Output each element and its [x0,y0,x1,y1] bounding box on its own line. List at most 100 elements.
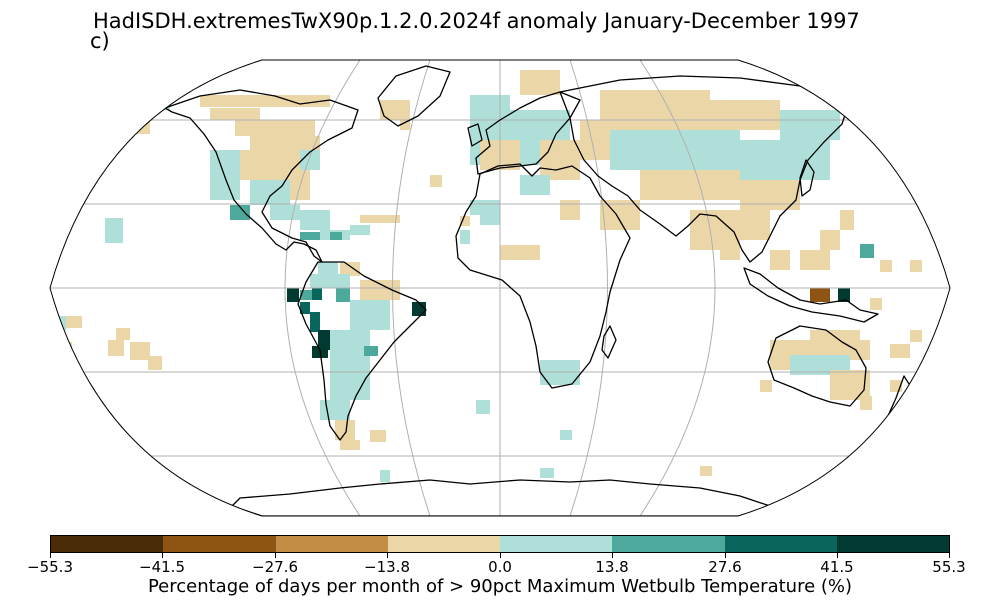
anomaly-cell [640,170,740,200]
anomaly-cell [700,466,712,476]
colorbar-tick [500,553,501,558]
anomaly-cell [740,140,830,180]
anomaly-cells [54,70,922,482]
anomaly-cell [880,260,892,272]
colorbar-tick-label: −55.3 [27,558,73,576]
colorbar-tick [387,553,388,558]
colorbar-bin-5 [500,536,613,552]
anomaly-cell [370,430,386,442]
colorbar-bin-8 [836,536,949,552]
colorbar-tick [837,553,838,558]
colorbar-tick-label: −27.6 [252,558,298,576]
japan-coast [799,159,815,197]
anomaly-cell [320,400,350,420]
anomaly-cell [760,380,772,392]
anomaly-cell [130,120,150,134]
anomaly-cell [780,110,840,140]
anomaly-cell [810,288,830,302]
anomaly-cell [108,340,124,356]
anomaly-cell [400,120,410,130]
anomaly-cell [830,370,870,400]
anomaly-cell [820,230,840,250]
colorbar-tick [275,553,276,558]
anomaly-cell [770,250,790,270]
anomaly-cell [240,150,270,180]
anomaly-cell [860,244,874,258]
anomaly-cell [335,420,355,440]
anomaly-cell [300,150,320,170]
anomaly-cell [235,120,315,136]
anomaly-cell [300,232,320,240]
anomaly-cell [210,108,260,120]
colorbar-tick-label: 55.3 [932,558,966,576]
madagascar-coast [601,325,617,359]
anomaly-cell [310,274,350,288]
anomaly-cell [300,290,314,300]
map-title: HadISDH.extremesTwX90p.1.2.0.2024f anoma… [93,9,860,33]
colorbar-bin-4 [387,536,500,552]
anomaly-cell [310,312,320,332]
anomaly-cell [600,90,710,130]
map-content [50,60,950,516]
panel-label: c) [90,29,110,53]
anomaly-cell [130,342,150,360]
australia-coast [767,325,867,407]
anomaly-cell [740,210,770,240]
anomaly-cell [350,300,390,330]
anomaly-cell [870,298,882,310]
anomaly-cell [840,210,854,230]
world-map [49,59,951,517]
anomaly-cell [610,130,740,170]
anomaly-cell [380,470,390,482]
map-boundary [49,59,951,517]
anomaly-cell [230,205,250,220]
anomaly-cell [910,260,922,272]
anomaly-cell [500,245,540,260]
colorbar [50,535,950,553]
europe-africa-coast [455,163,631,389]
anomaly-cell [520,70,560,95]
colorbar-label: Percentage of days per month of > 90pct … [147,576,853,597]
anomaly-cell [560,430,572,440]
anomaly-cell [460,216,470,226]
colorbar-tick [725,553,726,558]
colorbar-bin-6 [612,536,725,552]
antarctica-coast [231,479,771,516]
anomaly-cell [430,175,442,187]
anomaly-cell [105,218,123,243]
anomaly-cell [330,330,370,360]
europe-north-coast [475,91,581,175]
anomaly-cell [350,225,370,235]
colorbar-tick [612,553,613,558]
colorbar-bin-2 [163,536,276,552]
anomaly-cell [148,356,162,370]
colorbar-tick [949,553,950,558]
anomaly-cell [600,200,640,230]
anomaly-cell [890,344,910,358]
anomaly-cell [116,328,130,340]
anomaly-cell [210,150,240,200]
colorbar-tick-label: −41.5 [139,558,185,576]
anomaly-cell [540,140,580,180]
coastlines [164,65,915,516]
anomaly-cell [300,302,310,314]
colorbar-bin-7 [724,536,837,552]
north-america-coast [164,89,359,263]
anomaly-cell [340,440,360,450]
anomaly-cell [66,316,82,328]
anomaly-cell [740,180,800,210]
colorbar-tick-label: 0.0 [488,558,512,576]
anomaly-cell [710,100,780,130]
anomaly-cell [470,200,500,215]
colorbar-tick-label: −13.8 [364,558,410,576]
anomaly-cell [480,215,500,225]
anomaly-cell [720,240,740,260]
anomaly-cell [476,400,490,414]
south-america-coast [297,261,427,441]
anomaly-cell [838,288,850,302]
anomaly-cell [520,175,550,195]
anomaly-cell [364,346,378,356]
anomaly-cell [200,95,260,107]
anomaly-cell [300,210,330,230]
anomaly-cell [850,340,870,360]
